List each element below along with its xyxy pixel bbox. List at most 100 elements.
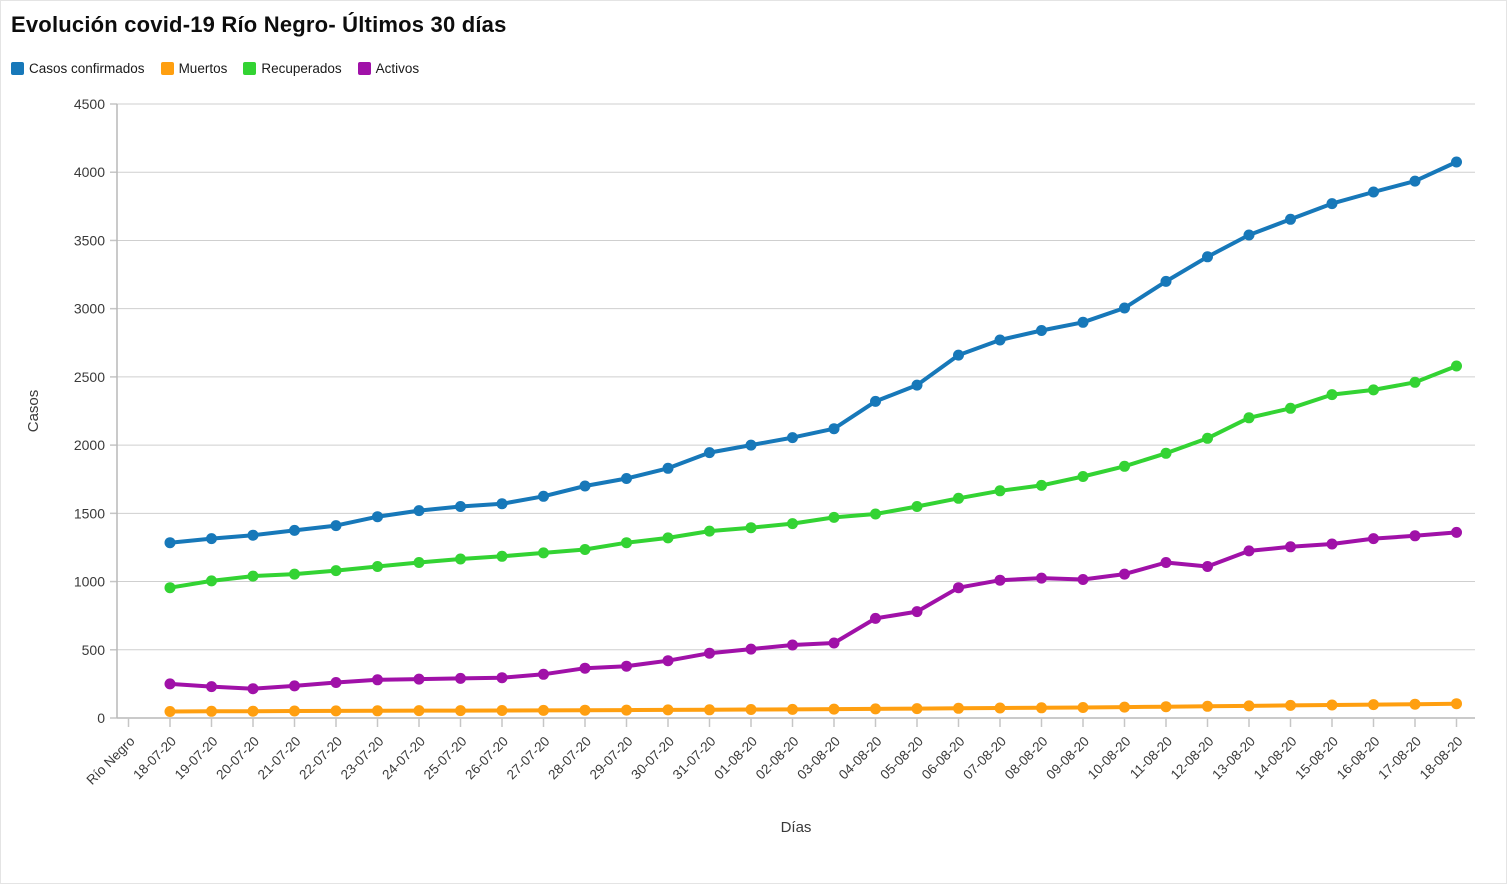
data-point <box>1326 389 1338 401</box>
data-point <box>662 532 674 544</box>
series-activos <box>164 526 1462 695</box>
data-point <box>330 520 342 532</box>
x-axis: Río Negro18-07-2019-07-2020-07-2021-07-2… <box>84 718 1466 788</box>
data-point <box>455 553 466 565</box>
x-tick-label: 05-08-20 <box>877 734 926 783</box>
x-tick-label: 18-08-20 <box>1417 734 1466 783</box>
x-tick-label: 16-08-20 <box>1334 734 1383 783</box>
series-muertos <box>164 698 1462 717</box>
data-point <box>372 511 383 523</box>
x-tick-label: 26-07-20 <box>462 734 511 783</box>
x-tick-label: 03-08-20 <box>794 734 843 783</box>
data-point <box>1409 376 1421 388</box>
data-point <box>1285 541 1296 553</box>
data-point <box>206 705 217 717</box>
data-point <box>787 703 798 715</box>
data-point <box>621 473 632 484</box>
legend-item-recuperados[interactable]: Recuperados <box>243 61 342 76</box>
data-point <box>828 703 840 715</box>
data-point <box>1160 275 1172 287</box>
data-point <box>455 501 466 512</box>
data-point <box>413 673 425 685</box>
data-point <box>994 702 1006 714</box>
data-point <box>662 462 674 474</box>
data-point <box>745 704 757 715</box>
data-point <box>579 704 591 716</box>
data-point <box>206 575 217 587</box>
series-recuperados <box>164 360 1462 594</box>
data-point <box>1036 479 1047 491</box>
data-point <box>994 574 1006 586</box>
data-point <box>662 704 674 716</box>
x-tick-label: 30-07-20 <box>628 734 677 783</box>
legend: Casos confirmados Muertos Recuperados Ac… <box>11 61 419 76</box>
data-point <box>496 705 508 716</box>
data-point <box>579 662 591 674</box>
data-point <box>1368 533 1379 545</box>
data-point <box>247 570 259 582</box>
x-tick-label: 22-07-20 <box>296 734 345 783</box>
data-point <box>787 518 798 530</box>
data-point <box>745 522 757 534</box>
data-point <box>289 705 300 717</box>
x-tick-label: 11-08-20 <box>1127 734 1175 782</box>
x-axis-title: Días <box>781 819 812 836</box>
data-point <box>1409 530 1421 542</box>
x-tick-label: Río Negro <box>84 734 138 788</box>
data-point <box>372 674 383 686</box>
data-point <box>1368 186 1379 198</box>
data-point <box>1326 198 1338 210</box>
data-point <box>870 508 881 520</box>
data-point <box>1077 471 1089 482</box>
x-tick-label: 06-08-20 <box>919 734 968 783</box>
legend-item-casos-confirmados[interactable]: Casos confirmados <box>11 61 145 76</box>
x-tick-label: 08-08-20 <box>1002 734 1051 783</box>
data-point <box>1202 432 1213 444</box>
legend-item-label: Recuperados <box>261 61 342 76</box>
data-point <box>704 647 715 659</box>
data-point <box>662 655 674 667</box>
data-point <box>164 678 176 690</box>
data-point <box>1451 360 1462 372</box>
data-point <box>870 703 881 715</box>
data-point <box>1036 325 1047 336</box>
x-tick-label: 27-07-20 <box>504 734 553 783</box>
data-point <box>828 511 840 523</box>
data-point <box>1119 701 1130 713</box>
data-point <box>496 498 508 510</box>
data-point <box>953 492 964 504</box>
x-tick-label: 18-07-20 <box>130 734 179 783</box>
data-point <box>1202 561 1213 572</box>
legend-swatch-icon <box>243 62 257 75</box>
x-tick-label: 21-07-20 <box>255 734 304 783</box>
data-point <box>621 660 632 672</box>
data-point <box>413 505 425 517</box>
data-point <box>1326 699 1338 711</box>
legend-item-muertos[interactable]: Muertos <box>160 61 227 76</box>
y-axis-title: Casos <box>25 390 42 433</box>
data-point <box>911 606 923 618</box>
data-point <box>1202 700 1213 712</box>
y-tick-label: 2000 <box>74 437 105 453</box>
data-point <box>787 639 798 651</box>
data-point <box>1160 701 1172 713</box>
data-point <box>953 702 964 714</box>
data-point <box>247 705 259 717</box>
x-tick-label: 09-08-20 <box>1043 734 1092 783</box>
x-tick-label: 15-08-20 <box>1292 734 1341 783</box>
data-point <box>745 643 757 655</box>
data-point <box>1326 538 1338 550</box>
x-tick-label: 29-07-20 <box>587 734 636 783</box>
data-point <box>247 529 259 541</box>
data-point <box>1119 568 1130 580</box>
data-point <box>1243 412 1255 424</box>
data-point <box>1077 702 1089 713</box>
data-point <box>413 557 425 568</box>
y-tick-label: 1000 <box>74 574 105 590</box>
data-point <box>911 379 923 391</box>
x-tick-label: 23-07-20 <box>338 734 387 783</box>
legend-item-activos[interactable]: Activos <box>357 61 419 76</box>
data-point <box>372 561 383 572</box>
x-tick-label: 19-07-20 <box>172 734 221 783</box>
data-point <box>621 537 632 549</box>
